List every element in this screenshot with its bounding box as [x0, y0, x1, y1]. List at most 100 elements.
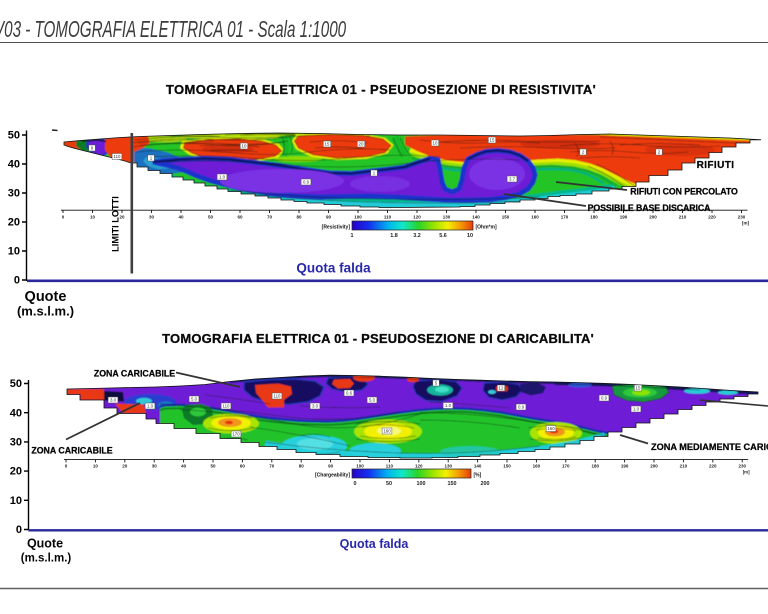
svg-text:180: 180 [590, 215, 598, 220]
svg-text:80: 80 [296, 215, 302, 220]
svg-text:0: 0 [354, 481, 357, 487]
svg-text:Quota falda: Quota falda [340, 537, 410, 551]
svg-text:Quota falda: Quota falda [296, 261, 371, 276]
svg-text:20: 20 [8, 217, 20, 229]
svg-text:150: 150 [502, 215, 510, 220]
svg-text:1: 1 [351, 233, 354, 239]
svg-text:RIFIUTI CON PERCOLATO: RIFIUTI CON PERCOLATO [630, 187, 738, 197]
svg-text:50: 50 [386, 481, 392, 487]
svg-text:200: 200 [650, 464, 658, 469]
svg-text:40: 40 [10, 407, 22, 419]
svg-text:110: 110 [384, 215, 392, 220]
svg-text:140: 140 [474, 464, 482, 469]
svg-text:160: 160 [533, 464, 541, 469]
svg-text:210: 210 [680, 464, 688, 469]
svg-text:3.7: 3.7 [509, 177, 516, 182]
svg-text:0: 0 [16, 524, 22, 536]
svg-text:50: 50 [8, 130, 20, 142]
svg-text:9: 9 [91, 146, 94, 151]
svg-text:2: 2 [658, 150, 661, 155]
svg-text:230: 230 [738, 215, 746, 220]
svg-text:15: 15 [490, 138, 495, 143]
svg-text:160: 160 [531, 215, 539, 220]
svg-text:110: 110 [386, 464, 394, 469]
svg-text:40: 40 [178, 215, 184, 220]
svg-text:20: 20 [359, 142, 364, 147]
svg-text:20: 20 [10, 466, 22, 478]
svg-text:120: 120 [413, 215, 421, 220]
svg-text:110: 110 [274, 394, 282, 399]
svg-text:[Chargeability]: [Chargeability] [315, 473, 350, 479]
svg-text:10: 10 [90, 215, 96, 220]
svg-text:30: 30 [149, 215, 155, 220]
svg-text:3.2: 3.2 [413, 233, 421, 239]
svg-text:LIMITI LOTTI: LIMITI LOTTI [111, 196, 121, 252]
svg-text:3.0: 3.0 [312, 404, 319, 409]
svg-text:0: 0 [62, 215, 65, 220]
svg-text:210: 210 [679, 215, 687, 220]
svg-text:10: 10 [433, 141, 438, 146]
svg-text:150: 150 [503, 464, 511, 469]
svg-text:(m.s.l.m.): (m.s.l.m.) [21, 553, 72, 565]
svg-text:0.6: 0.6 [346, 391, 353, 396]
svg-text:160: 160 [547, 426, 555, 431]
svg-text:10: 10 [8, 246, 20, 258]
svg-text:ZONA MEDIAMENTE CARICABILE: ZONA MEDIAMENTE CARICABILE [651, 442, 768, 452]
svg-text:0: 0 [65, 464, 68, 469]
svg-text:70: 70 [267, 215, 273, 220]
svg-text:Quote: Quote [27, 537, 63, 551]
svg-text:60: 60 [237, 215, 243, 220]
svg-text:ZONA CARICABILE: ZONA CARICABILE [94, 369, 175, 379]
svg-text:1.8: 1.8 [390, 233, 398, 239]
svg-text:50: 50 [10, 378, 22, 390]
svg-text:1: 1 [150, 156, 153, 161]
svg-text:160: 160 [383, 429, 391, 434]
svg-text:2: 2 [582, 150, 585, 155]
svg-text:230: 230 [738, 464, 746, 469]
svg-text:90: 90 [326, 215, 332, 220]
svg-text:140: 140 [472, 215, 480, 220]
svg-text:50: 50 [210, 464, 216, 469]
svg-text:0.9: 0.9 [601, 396, 608, 401]
svg-text:190: 190 [620, 215, 628, 220]
svg-text:5.0: 5.0 [191, 397, 198, 402]
svg-text:120: 120 [415, 464, 423, 469]
svg-text:10: 10 [93, 464, 99, 469]
svg-text:180: 180 [591, 464, 599, 469]
svg-text:20: 20 [119, 215, 125, 220]
svg-text:1.0: 1.0 [633, 407, 640, 412]
svg-text:100: 100 [356, 464, 364, 469]
svg-text:[m]: [m] [742, 221, 749, 226]
svg-text:12: 12 [499, 386, 504, 391]
svg-text:10: 10 [10, 495, 22, 507]
svg-text:POSSIBILE BASE DISCARICA: POSSIBILE BASE DISCARICA [588, 203, 711, 213]
svg-text:1.0: 1.0 [219, 175, 226, 180]
svg-text:100: 100 [354, 215, 362, 220]
svg-text:70: 70 [269, 464, 275, 469]
svg-text:1: 1 [373, 171, 376, 176]
svg-text:RIFIUTI: RIFIUTI [697, 160, 735, 171]
svg-text:170: 170 [232, 432, 240, 437]
svg-text:0.9: 0.9 [303, 180, 310, 185]
svg-text:130: 130 [443, 215, 451, 220]
svg-text:80: 80 [299, 464, 305, 469]
svg-text:60: 60 [240, 464, 246, 469]
svg-text:30: 30 [10, 437, 22, 449]
svg-text:[Resistivity]: [Resistivity] [322, 225, 351, 231]
svg-text:15: 15 [325, 142, 330, 147]
svg-text:110: 110 [223, 404, 231, 409]
svg-text:150: 150 [448, 481, 457, 487]
svg-text:5.0: 5.0 [369, 398, 376, 403]
svg-text:[Ohm*m]: [Ohm*m] [476, 225, 497, 231]
svg-text:15: 15 [636, 386, 641, 391]
svg-text:100: 100 [417, 481, 426, 487]
svg-text:1.0: 1.0 [147, 404, 154, 409]
svg-text:5.6: 5.6 [439, 233, 447, 239]
svg-text:20: 20 [122, 464, 128, 469]
svg-text:30: 30 [152, 464, 158, 469]
svg-text:90: 90 [328, 464, 334, 469]
svg-text:10: 10 [467, 233, 473, 239]
svg-text:ZONA CARICABILE: ZONA CARICABILE [31, 446, 112, 456]
svg-text:3.0: 3.0 [110, 398, 117, 403]
svg-text:30: 30 [8, 188, 20, 200]
